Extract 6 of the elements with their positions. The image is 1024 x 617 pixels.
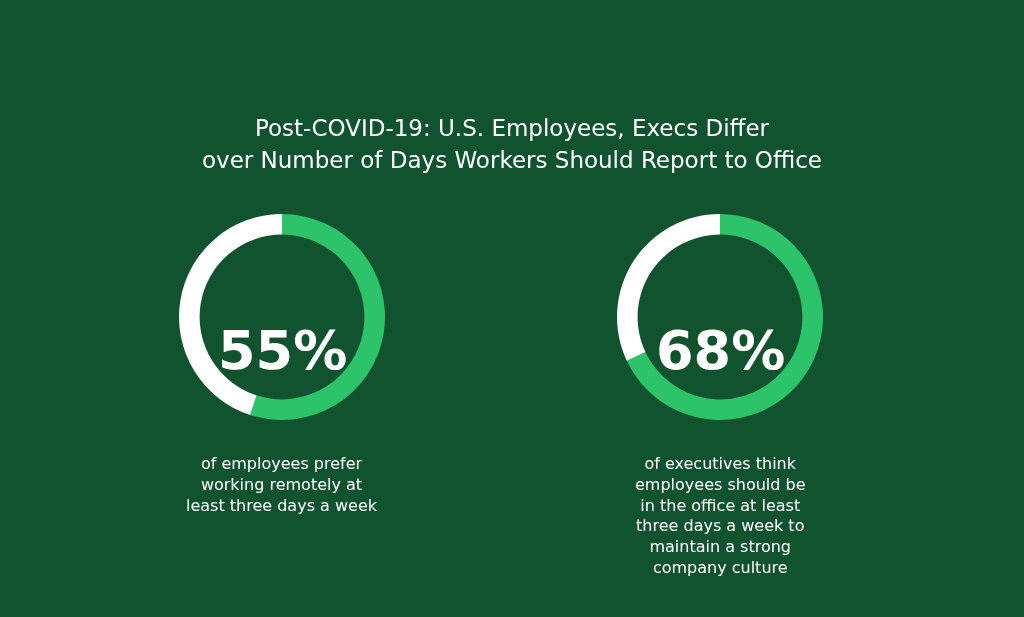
text: 55%: [218, 319, 348, 382]
text: Post-COVID-19: U.S. Employees, Execs Differ over Number of Days Workers Should Report to Office: [200, 114, 823, 175]
text: of executives think employees should be in the office at least three days a week to maintain a strong company culture: [635, 454, 806, 577]
donut-slice: [626, 214, 823, 420]
text: of employees prefer working remotely at least three days a week: [186, 454, 378, 515]
text: 68%: [656, 319, 786, 382]
